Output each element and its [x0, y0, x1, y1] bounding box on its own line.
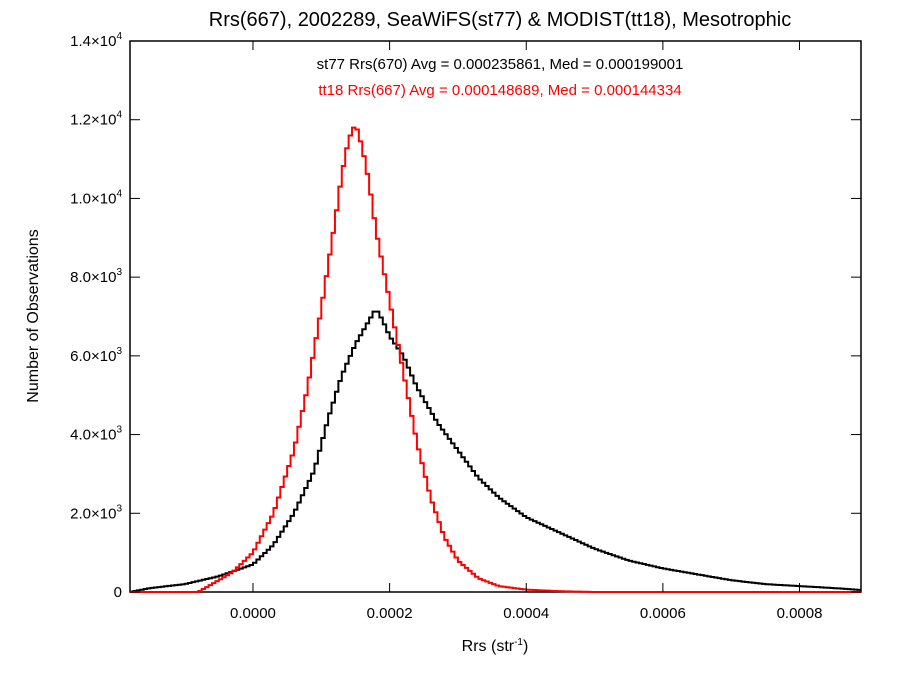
- x-tick-label: 0.0004: [503, 605, 549, 622]
- y-tick-label: 2.0×103: [70, 503, 122, 522]
- y-tick-label: 0: [114, 584, 122, 601]
- y-tick-label: 1.2×104: [70, 110, 122, 129]
- plot-frame: [129, 40, 862, 593]
- x-tick-label: 0.0008: [777, 605, 823, 622]
- x-axis-label-sup: -1: [514, 637, 523, 648]
- y-axis-label: Number of Observations: [25, 229, 42, 402]
- x-tick-label: 0.0000: [230, 605, 276, 622]
- y-tick-label: 6.0×103: [70, 346, 122, 365]
- x-axis-label-close: ): [523, 638, 528, 655]
- y-tick-label: 4.0×103: [70, 425, 122, 444]
- legend: st77 Rrs(670) Avg = 0.000235861, Med = 0…: [317, 56, 684, 99]
- series-layer: [130, 126, 861, 593]
- x-tick-label: 0.0006: [640, 605, 686, 622]
- legend-entry-1: tt18 Rrs(667) Avg = 0.000148689, Med = 0…: [318, 82, 681, 99]
- x-tick-label: 0.0002: [367, 605, 413, 622]
- y-tick-label: 8.0×103: [70, 267, 122, 286]
- y-tick-label: 1.0×104: [70, 188, 122, 207]
- series-0-line: [130, 310, 861, 593]
- legend-entry-0: st77 Rrs(670) Avg = 0.000235861, Med = 0…: [317, 56, 684, 73]
- x-axis-label: Rrs (str-1): [462, 637, 529, 655]
- x-axis-label-base: Rrs (str: [462, 638, 515, 655]
- ticks-layer: 0.0000 0.0002 0.0004 0.0006 0.0008 0 2.0×103 4.…: [70, 31, 861, 622]
- y-tick-label: 1.4×104: [70, 31, 122, 50]
- chart-title: Rrs(667), 2002289, SeaWiFS(st77) & MODIS…: [209, 9, 791, 31]
- series-1-line: [130, 126, 861, 593]
